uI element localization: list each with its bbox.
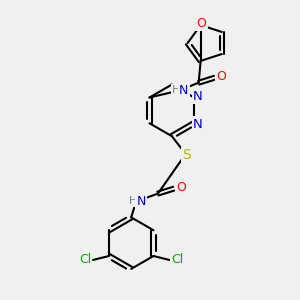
Text: N: N — [193, 118, 203, 131]
Text: H: H — [172, 85, 180, 94]
Text: O: O — [217, 70, 226, 83]
Text: Cl: Cl — [79, 254, 91, 266]
Text: S: S — [182, 148, 191, 162]
Text: Cl: Cl — [171, 254, 183, 266]
Text: O: O — [197, 16, 207, 30]
Text: O: O — [176, 181, 186, 194]
Text: N: N — [136, 195, 146, 208]
Text: N: N — [179, 84, 188, 97]
Text: N: N — [193, 90, 203, 103]
Text: H: H — [129, 196, 137, 206]
